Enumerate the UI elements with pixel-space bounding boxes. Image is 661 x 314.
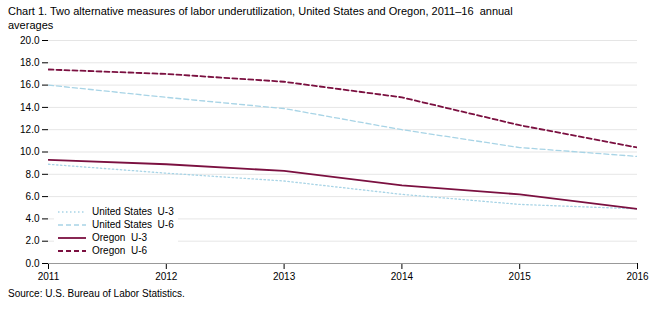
svg-text:18.0: 18.0	[20, 57, 40, 68]
svg-text:2011: 2011	[38, 271, 60, 282]
svg-text:12.0: 12.0	[20, 124, 40, 135]
svg-text:10.0: 10.0	[20, 146, 40, 157]
svg-text:6.0: 6.0	[26, 191, 40, 202]
html-text:United States U-3: United States U-3	[92, 206, 174, 217]
html-text:Source: U.S. Bureau of Labor S: Source: U.S. Bureau of Labor Statistics.	[8, 288, 185, 299]
svg-text:2015: 2015	[509, 271, 532, 282]
html-text:Oregon U-3: Oregon U-3	[92, 232, 147, 243]
svg-text:20.0: 20.0	[20, 35, 40, 46]
svg-text:8.0: 8.0	[26, 169, 40, 180]
svg-text:2014: 2014	[391, 271, 414, 282]
svg-text:2013: 2013	[273, 271, 296, 282]
svg-text:14.0: 14.0	[20, 102, 40, 113]
svg-text:2012: 2012	[155, 271, 178, 282]
svg-text:2016: 2016	[626, 271, 649, 282]
svg-text:16.0: 16.0	[20, 79, 40, 90]
html-text:Chart 1. Two alternative measu: Chart 1. Two alternative measures of lab…	[8, 5, 513, 31]
svg-text:2.0: 2.0	[26, 235, 40, 246]
html-text:United States U-6: United States U-6	[92, 219, 174, 230]
svg-text:0.0: 0.0	[26, 258, 40, 269]
html-text:Oregon U-6: Oregon U-6	[92, 245, 147, 256]
svg-text:4.0: 4.0	[26, 213, 40, 224]
